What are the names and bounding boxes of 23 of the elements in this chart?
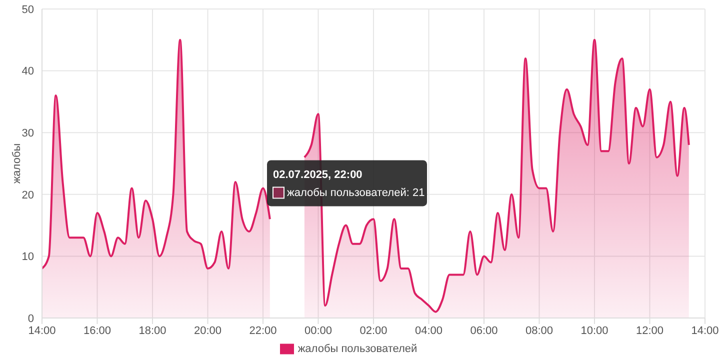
x-tick-label: 00:00 — [304, 324, 332, 337]
x-tick-label: 08:00 — [525, 324, 554, 337]
y-tick-label: 40 — [22, 66, 34, 78]
y-tick-label: 10 — [22, 251, 34, 264]
x-tick-label: 14:00 — [691, 324, 719, 337]
x-tick-label: 22:00 — [249, 324, 277, 337]
y-tick-label: 20 — [22, 189, 34, 202]
x-tick-label: 12:00 — [636, 324, 664, 337]
annotation: жалобы пользователей: 21 — [287, 187, 425, 200]
x-tick-label: 04:00 — [414, 324, 443, 337]
y-tick-label: 30 — [22, 128, 34, 140]
y-tick-label: 50 — [22, 4, 34, 16]
x-tick-label: 10:00 — [580, 324, 608, 337]
annotation: 02.07.2025, 22:00 — [273, 169, 362, 182]
x-tick-label: 14:00 — [28, 324, 56, 337]
x-tick-label: 06:00 — [470, 324, 498, 337]
x-tick-label: 20:00 — [194, 324, 222, 337]
y-axis-title: жалобы — [10, 143, 23, 184]
x-tick-label: 02:00 — [360, 324, 388, 337]
legend-label: жалобы пользователей — [298, 342, 418, 355]
x-tick-label: 18:00 — [138, 324, 166, 337]
x-tick-label: 16:00 — [83, 324, 112, 337]
y-tick-label: 0 — [28, 312, 34, 325]
